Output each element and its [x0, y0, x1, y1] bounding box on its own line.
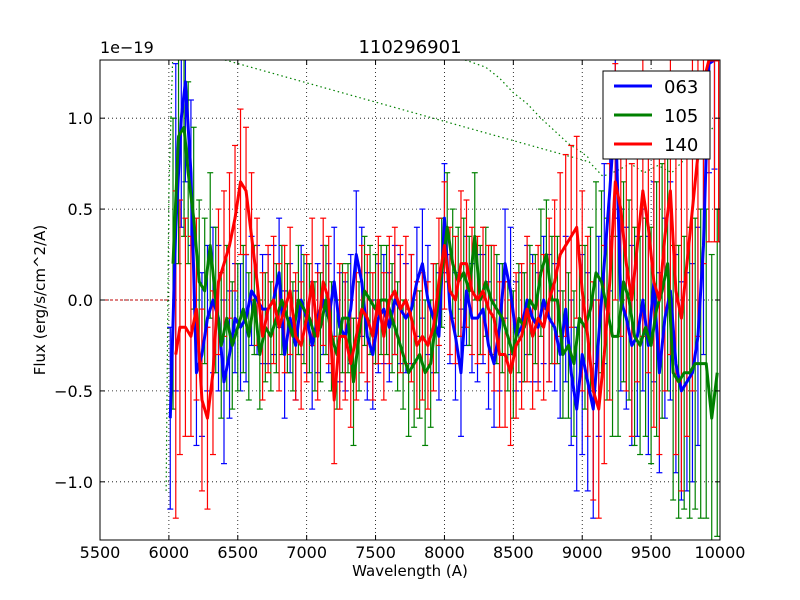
- x-tick-label: 8500: [493, 543, 534, 562]
- y-scale-label: 1e−19: [100, 38, 154, 57]
- legend: 063 105 140: [602, 70, 711, 160]
- x-tick-label: 10000: [695, 543, 746, 562]
- series-line-140: [174, 60, 719, 420]
- x-tick-label: 7000: [286, 543, 327, 562]
- legend-label-105: 105: [664, 106, 698, 127]
- y-tick-label: −0.5: [54, 382, 93, 401]
- legend-label-140: 140: [664, 135, 698, 156]
- chart-title: 110296901: [358, 37, 461, 58]
- y-tick-label: 0.0: [68, 291, 93, 310]
- x-tick-label: 8000: [424, 543, 465, 562]
- y-axis-label: Flux (erg/s/cm^2/A): [31, 225, 49, 376]
- axis-ticks: 5500 6000 6500 7000 7500 8000 8500 9000 9500 1000…: [54, 60, 745, 562]
- x-tick-label: 9500: [631, 543, 672, 562]
- x-tick-label: 5500: [80, 543, 121, 562]
- x-tick-label: 6500: [217, 543, 258, 562]
- x-tick-label: 6000: [149, 543, 190, 562]
- y-tick-label: 0.5: [68, 200, 93, 219]
- y-tick-label: −1.0: [54, 473, 93, 492]
- x-tick-label: 7500: [355, 543, 396, 562]
- x-tick-label: 9000: [562, 543, 603, 562]
- y-tick-label: 1.0: [68, 109, 93, 128]
- x-axis-label: Wavelength (A): [352, 562, 468, 580]
- legend-label-063: 063: [664, 77, 698, 98]
